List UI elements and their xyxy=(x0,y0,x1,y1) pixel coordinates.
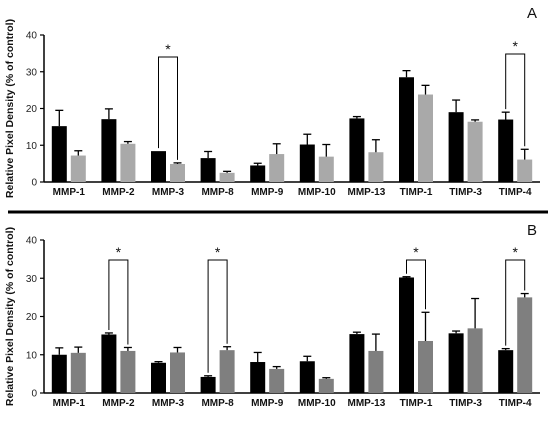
y-axis-label: Relative Pixel Density (% of control) xyxy=(4,227,16,406)
x-tick-label: MMP-3 xyxy=(152,187,185,198)
x-tick-label: MMP-2 xyxy=(102,187,135,198)
x-tick-label: MMP-9 xyxy=(251,398,284,409)
bar xyxy=(318,156,334,182)
y-tick-label: 30 xyxy=(26,67,38,78)
bar xyxy=(498,350,514,393)
x-tick-label: MMP-1 xyxy=(53,187,86,198)
bar xyxy=(101,119,117,182)
bar xyxy=(219,350,235,393)
bar xyxy=(120,143,136,182)
bar xyxy=(200,376,216,393)
x-tick-label: MMP-10 xyxy=(298,187,336,198)
significance-star: * xyxy=(413,244,419,260)
bar xyxy=(467,121,483,182)
significance-bracket xyxy=(158,56,178,160)
bar xyxy=(170,352,185,393)
panel-label: A xyxy=(527,5,537,22)
panel-a: 0 10 20 30 40 Relative Pixel Density (% of co… xyxy=(4,5,540,198)
x-tick-label: TIMP-3 xyxy=(449,187,482,198)
bar xyxy=(368,152,384,182)
bar xyxy=(101,334,117,393)
bar xyxy=(299,144,315,182)
bar xyxy=(70,155,86,182)
significance-star: * xyxy=(215,244,221,260)
y-tick-label: 10 xyxy=(26,141,38,152)
x-tick-label: TIMP-1 xyxy=(400,187,433,198)
bar xyxy=(250,362,266,393)
y-tick-label: 40 xyxy=(26,236,38,247)
y-axis-label: Relative Pixel Density (% of control) xyxy=(4,19,16,198)
significance-bracket xyxy=(505,259,526,346)
significance-star: * xyxy=(512,38,518,54)
bar xyxy=(219,172,235,182)
x-tick-label: MMP-13 xyxy=(348,187,386,198)
x-tick-label: MMP-9 xyxy=(251,187,284,198)
bar xyxy=(51,354,67,393)
y-tick-label: 40 xyxy=(26,31,38,42)
x-tick-label: TIMP-1 xyxy=(400,398,433,409)
significance-bracket xyxy=(207,259,228,373)
x-tick-label: MMP-1 xyxy=(53,398,86,409)
bar xyxy=(250,165,266,182)
bar xyxy=(467,328,483,393)
x-tick-label: TIMP-3 xyxy=(449,398,482,409)
x-tick-label: MMP-8 xyxy=(201,398,234,409)
bar xyxy=(151,151,166,182)
panel-b: 0 10 20 30 40 Relative Pixel Density (% of co… xyxy=(4,222,540,409)
bar xyxy=(269,154,285,182)
bar xyxy=(399,77,414,182)
x-tick-label: MMP-8 xyxy=(201,187,234,198)
x-tick-label: MMP-3 xyxy=(152,398,185,409)
x-tick-label: TIMP-4 xyxy=(499,187,532,198)
x-tick-label: MMP-13 xyxy=(348,398,386,409)
significance-star: * xyxy=(165,41,171,57)
bar xyxy=(368,350,384,393)
bar xyxy=(151,362,166,393)
bar xyxy=(299,361,315,393)
bar xyxy=(170,163,185,182)
x-tick-label: TIMP-4 xyxy=(499,398,532,409)
bar xyxy=(399,277,414,393)
y-tick-label: 20 xyxy=(26,312,38,323)
significance-star: * xyxy=(116,244,122,260)
panel-label: B xyxy=(527,222,537,239)
bar xyxy=(517,159,533,182)
bar xyxy=(517,297,533,393)
significance-bracket xyxy=(406,259,426,310)
y-tick-label: 0 xyxy=(31,178,37,189)
bar xyxy=(448,333,464,393)
y-tick-label: 30 xyxy=(26,274,38,285)
bar xyxy=(120,350,136,393)
bar xyxy=(318,378,334,393)
bar xyxy=(70,352,86,393)
bar xyxy=(448,112,464,182)
bar xyxy=(200,158,216,182)
bar xyxy=(349,334,365,393)
bar xyxy=(269,368,285,393)
bar xyxy=(349,118,365,182)
bar xyxy=(418,340,433,393)
significance-bracket xyxy=(108,259,129,345)
y-tick-label: 0 xyxy=(31,389,37,400)
x-tick-label: MMP-2 xyxy=(102,398,135,409)
y-tick-label: 10 xyxy=(26,350,38,361)
significance-bracket xyxy=(505,53,526,147)
y-tick-label: 20 xyxy=(26,104,38,115)
bar xyxy=(498,119,514,182)
significance-star: * xyxy=(512,244,518,260)
bar xyxy=(418,94,433,182)
bar xyxy=(51,126,67,182)
x-tick-label: MMP-10 xyxy=(298,398,336,409)
